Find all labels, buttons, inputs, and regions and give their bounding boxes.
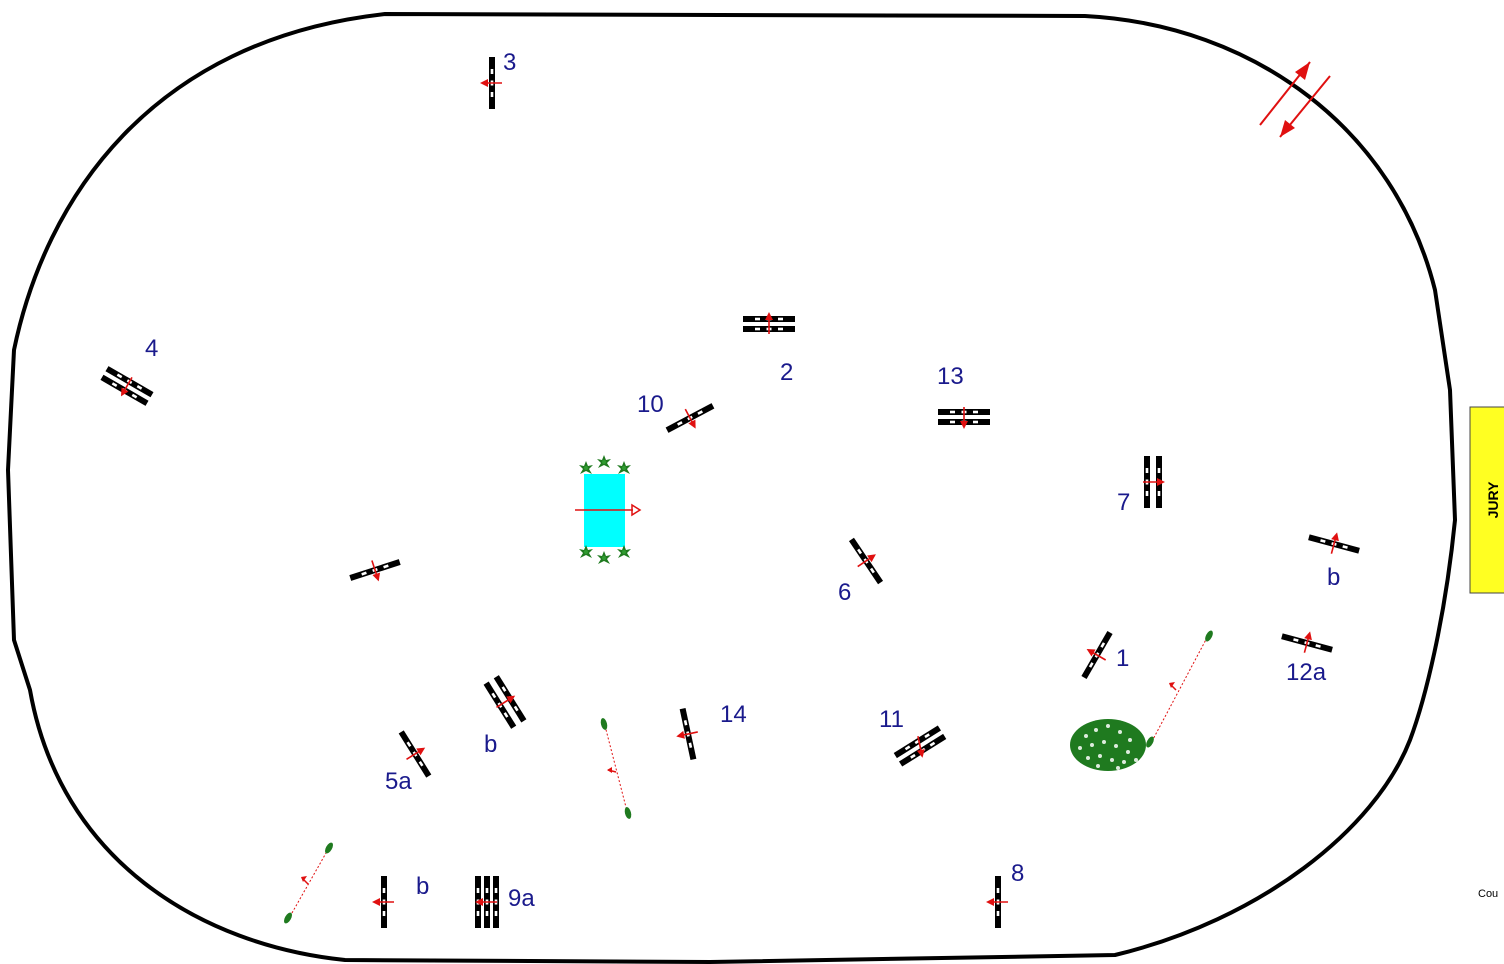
fence-1 xyxy=(1081,630,1113,680)
water-jump xyxy=(575,455,642,564)
fence-label-13: 13 xyxy=(937,363,964,390)
fence-label-3: 3 xyxy=(503,49,516,76)
fence-label-8: 8 xyxy=(1011,860,1024,887)
fence-label-9a: 9a xyxy=(508,885,535,912)
fence-14 xyxy=(674,707,700,761)
fence-label-14: 14 xyxy=(720,701,747,728)
fence-12a xyxy=(1281,629,1333,655)
fence-3 xyxy=(479,57,503,109)
fence-5b xyxy=(483,674,529,730)
fence-label-4: 4 xyxy=(145,335,158,362)
fence-7 xyxy=(1142,456,1166,508)
arena-outline xyxy=(6,12,1457,964)
fence-2 xyxy=(743,311,795,335)
fence-12b xyxy=(1308,530,1360,556)
fence-label-9b: b xyxy=(416,873,429,900)
fence-label-1: 1 xyxy=(1116,645,1129,672)
jury-label: JURY xyxy=(1485,481,1501,518)
fence-label-7: 7 xyxy=(1117,489,1130,516)
fence-label-12b: b xyxy=(1327,564,1340,591)
fence-4 xyxy=(98,364,154,409)
fence-9b xyxy=(371,876,395,928)
fence-label-5a: 5a xyxy=(385,768,412,795)
fence-unnumbered xyxy=(349,558,401,584)
hedge-icon xyxy=(1070,719,1146,771)
flag-line-center xyxy=(600,718,632,819)
flag-line-bottom-left xyxy=(284,842,333,924)
fence-label-12a: 12a xyxy=(1286,659,1327,686)
fence-label-2: 2 xyxy=(780,359,793,386)
shrub-icon xyxy=(579,461,593,474)
fence-9a xyxy=(474,876,499,928)
shrub-icon xyxy=(617,461,631,474)
double-arrow-icon xyxy=(1259,61,1331,138)
fence-13 xyxy=(938,406,990,430)
shrub-icon xyxy=(597,551,611,564)
fence-10 xyxy=(665,403,715,433)
fence-8 xyxy=(985,876,1009,928)
jury-box: JURY xyxy=(1469,406,1504,594)
shrub-icon xyxy=(597,455,611,468)
flag-line-right xyxy=(1146,630,1213,748)
footnote-text: Cou xyxy=(1478,888,1498,900)
fence-label-5b: b xyxy=(484,731,497,758)
fence-label-11: 11 xyxy=(879,706,904,733)
fence-label-6: 6 xyxy=(838,579,851,606)
fence-label-10: 10 xyxy=(637,391,664,418)
